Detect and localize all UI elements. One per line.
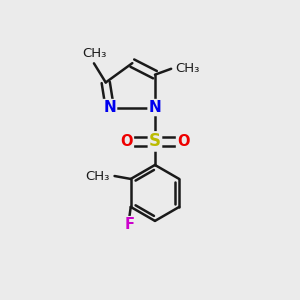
Text: CH₃: CH₃	[176, 62, 200, 75]
Text: F: F	[124, 217, 134, 232]
Text: O: O	[177, 134, 190, 149]
Text: S: S	[149, 132, 161, 150]
Text: O: O	[120, 134, 133, 149]
Text: CH₃: CH₃	[82, 47, 106, 60]
Text: N: N	[103, 100, 116, 115]
Text: N: N	[148, 100, 161, 115]
Text: CH₃: CH₃	[85, 169, 109, 182]
